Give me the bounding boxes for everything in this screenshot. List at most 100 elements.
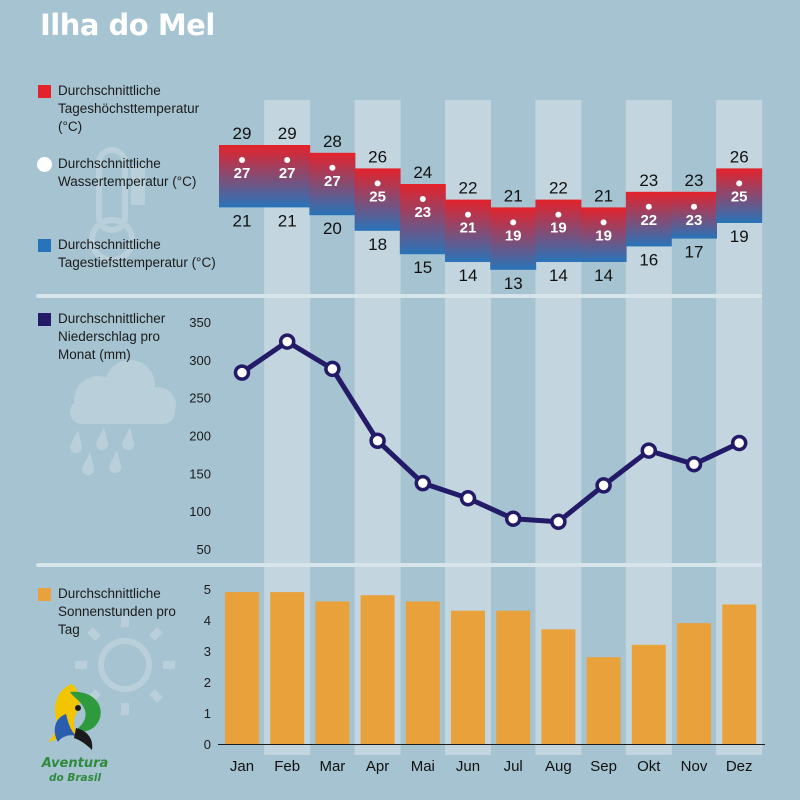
- brand-name: Aventura: [41, 756, 109, 771]
- water-temp-swatch: [37, 157, 52, 172]
- high-temp-label: 22: [549, 179, 568, 198]
- high-temp-label: 26: [730, 147, 749, 166]
- temp-range-bar-jul: [490, 207, 537, 270]
- precip-tick-label: 100: [189, 504, 211, 519]
- sunshine-bar-jul: [496, 610, 531, 744]
- month-label-sep: Sep: [590, 758, 617, 775]
- temp-range-bar-jan: [219, 145, 265, 208]
- month-label-jan: Jan: [230, 758, 254, 775]
- sunshine-swatch: [38, 588, 51, 601]
- water-temp-label: 27: [324, 173, 341, 190]
- month-label-mai: Mai: [411, 758, 435, 775]
- temp-range-bar-mai: [399, 184, 446, 255]
- precipitation-point-okt: [640, 442, 658, 459]
- month-label-feb: Feb: [274, 758, 300, 775]
- precipitation-point-jul: [504, 510, 522, 527]
- precip-tick-label: 200: [189, 428, 211, 443]
- high-temp-label: 29: [233, 124, 252, 143]
- brand-subname: do Brasil: [48, 772, 102, 784]
- precipitation-point-mai: [414, 474, 432, 492]
- sun-tick-label: 5: [204, 582, 211, 597]
- sunshine-bar-dez: [722, 604, 757, 744]
- month-label-dez: Dez: [726, 758, 753, 775]
- temperature-chart: 29 21 27 29 21 27 28 20 27 26 18 25 24 15 23 22 14 21 21 13…: [219, 124, 763, 293]
- water-temp-label: 19: [595, 227, 612, 244]
- sunshine-bar-mai: [405, 601, 440, 744]
- low-temp-label: 14: [549, 266, 568, 285]
- water-temp-point: [374, 180, 381, 187]
- precipitation-point-nov: [685, 455, 703, 473]
- temp-range-bar-nov: [671, 191, 717, 239]
- water-temp-point: [645, 203, 652, 210]
- precip-tick-label: 50: [197, 542, 211, 557]
- temp-range-bar-aug: [535, 199, 582, 262]
- sunshine-bar-okt: [631, 644, 666, 744]
- water-temp-point: [465, 211, 471, 218]
- water-temp-point: [736, 180, 743, 187]
- precip-tick-label: 250: [189, 391, 211, 406]
- water-temp-point: [600, 219, 607, 226]
- low-temp-label: 21: [278, 211, 297, 230]
- month-label-jun: Jun: [456, 758, 480, 775]
- sunshine-bar-jun: [451, 610, 485, 744]
- precipitation-point-mar: [324, 360, 341, 378]
- water-temp-point: [555, 211, 562, 218]
- high-temp-label: 22: [459, 179, 478, 198]
- sunshine-bar-apr: [360, 595, 395, 744]
- water-temp-label: 23: [414, 204, 431, 221]
- water-temp-label: 25: [369, 188, 386, 205]
- water-temp-point: [419, 196, 426, 202]
- water-temp-point: [284, 157, 291, 163]
- precipitation-swatch: [38, 313, 51, 326]
- water-temp-point: [691, 203, 697, 210]
- temp-range-bar-mar: [309, 152, 356, 216]
- month-label-apr: Apr: [366, 758, 389, 775]
- month-label-okt: Okt: [637, 758, 661, 775]
- legend-low-temp: Durchschnittliche Tagestiefsttemperatur …: [38, 236, 223, 272]
- page-title: Ilha do Mel: [40, 8, 215, 42]
- temp-range-bar-apr: [354, 168, 401, 231]
- high-temp-label: 28: [323, 132, 342, 151]
- sunshine-bar-feb: [270, 592, 305, 744]
- precipitation-point-apr: [369, 432, 386, 449]
- sunshine-bar-sep: [586, 657, 621, 744]
- precipitation-point-feb: [278, 333, 296, 350]
- water-temp-label: 19: [505, 227, 522, 244]
- low-temp-label: 15: [413, 258, 432, 277]
- water-temp-point: [510, 219, 517, 226]
- low-temp-label: 18: [368, 235, 387, 254]
- legend-high-temp: Durchschnittliche Tageshöchsttemperatur …: [38, 82, 223, 136]
- sun-tick-label: 0: [204, 737, 211, 752]
- precip-tick-label: 350: [189, 315, 211, 330]
- precipitation-point-jun: [459, 490, 477, 507]
- legend-high-temp-label: Durchschnittliche Tageshöchsttemperatur …: [58, 83, 200, 134]
- section-separators: [36, 294, 762, 567]
- sun-tick-label: 3: [204, 644, 211, 659]
- sun-tick-label: 1: [204, 706, 211, 721]
- sunshine-bar-mar: [315, 601, 350, 744]
- legend-water-temp: Durchschnittliche Wassertemperatur (°C): [37, 155, 223, 191]
- precipitation-point-jan: [233, 364, 251, 381]
- precip-tick-label: 150: [189, 466, 211, 481]
- low-temp-label: 14: [594, 266, 613, 285]
- high-temp-label: 29: [278, 124, 297, 143]
- legend-low-temp-label: Durchschnittliche Tagestiefsttemperatur …: [58, 237, 216, 270]
- month-label-jul: Jul: [504, 758, 523, 775]
- low-temp-label: 17: [685, 243, 704, 262]
- thermometer-icon: [89, 147, 145, 263]
- high-temp-label: 21: [594, 186, 613, 205]
- high-temp-label: 23: [639, 171, 658, 190]
- low-temp-label: 19: [730, 227, 749, 246]
- high-temp-label: 26: [368, 147, 387, 166]
- rain-cloud-icon: [70, 360, 176, 476]
- high-temp-swatch: [38, 85, 51, 98]
- month-label-mar: Mar: [319, 758, 345, 775]
- water-temp-label: 27: [234, 165, 251, 182]
- low-temp-label: 20: [323, 219, 342, 238]
- sun-tick-label: 2: [204, 675, 211, 690]
- low-temp-label: 16: [639, 250, 658, 269]
- water-temp-label: 21: [460, 220, 477, 237]
- water-temp-label: 23: [686, 212, 703, 229]
- legend-sunshine: Durchschnittliche Sonnenstunden pro Tag: [38, 585, 178, 639]
